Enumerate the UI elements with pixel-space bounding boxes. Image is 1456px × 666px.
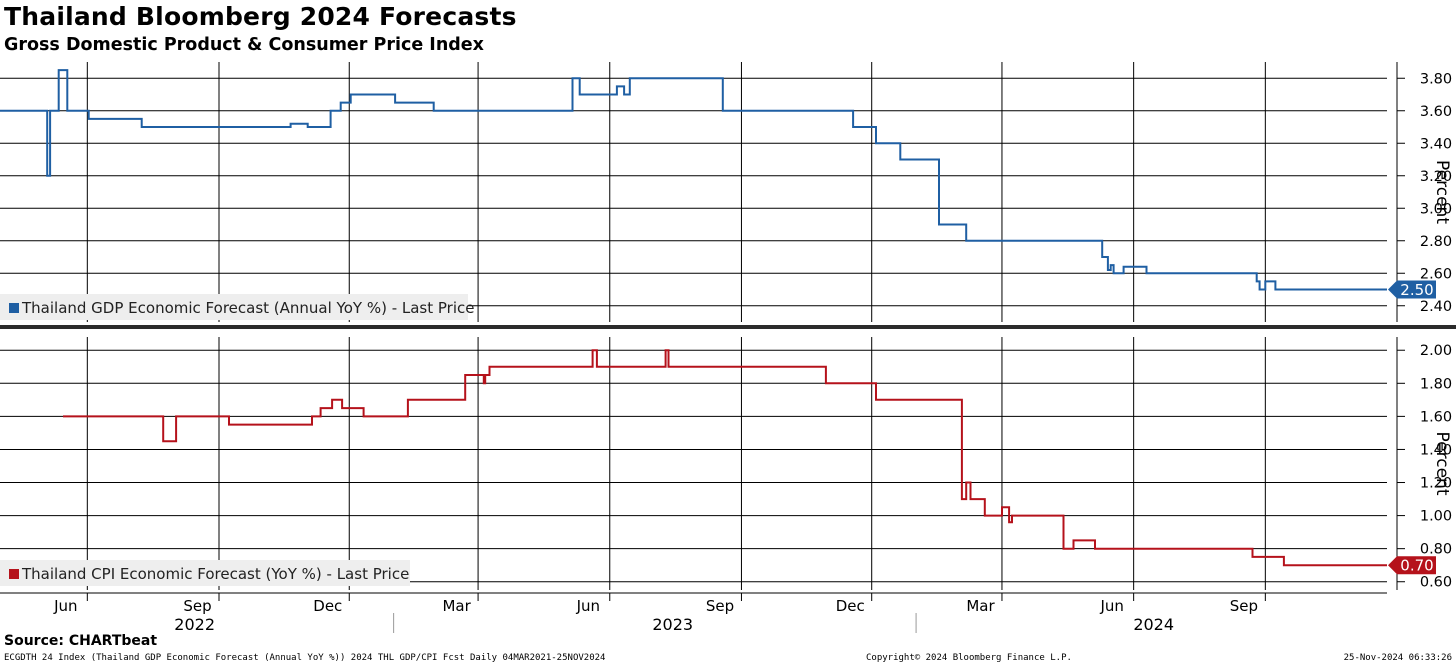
panel-separator [0,325,1456,329]
y-tick-label: 3.80 [1420,71,1452,87]
footer-index-info: ECGDTH 24 Index (Thailand GDP Economic F… [4,653,606,663]
y-tick-label: 2.60 [1420,266,1452,282]
cpi-series-line [63,349,1387,567]
y-tick-label: 1.20 [1420,476,1452,492]
x-tick-label: Jun [1099,597,1123,615]
y-tick-label: 1.60 [1420,409,1452,425]
x-tick-label: Mar [442,597,471,615]
x-tick-label: Mar [966,597,995,615]
grid-lines [0,62,1387,590]
cpi-legend-swatch [9,569,19,579]
forecast-chart: 2.40 2.60 2.80 3.00 3.20 3.40 3.60 3.80 Percent 2… [0,62,1456,634]
x-year-label: 2022 [174,615,215,634]
gdp-legend-box [0,294,468,320]
gdp-last-value-tag [1388,280,1436,299]
x-year-label: 2023 [652,615,693,634]
x-tick-label: Sep [183,597,211,615]
x-year-label: 2024 [1133,615,1174,634]
chart-subtitle: Gross Domestic Product & Consumer Price … [4,35,484,55]
legends: Thailand GDP Economic Forecast (Annual Y… [0,294,475,586]
x-tick-label: Sep [706,597,734,615]
cpi-last-value-tag [1388,556,1436,575]
y-tick-label: 3.00 [1420,201,1452,217]
y-tick-label: 1.80 [1420,376,1452,392]
y-tick-label: 1.40 [1420,442,1452,458]
y-tick-label: 2.40 [1420,299,1452,315]
y-tick-label: 1.00 [1420,509,1452,525]
y-tick-label: 3.40 [1420,136,1452,152]
y-tick-label: 3.60 [1420,104,1452,120]
gdp-legend-swatch [9,303,19,313]
gdp-series-line [0,69,1387,291]
gdp-legend-label: Thailand GDP Economic Forecast (Annual Y… [21,299,475,317]
gdp-last-value-label: 2.50 [1400,281,1433,299]
y-axis-title: Percent [1432,432,1452,496]
x-tick-label: Jun [576,597,600,615]
footer-timestamp: 25-Nov-2024 06:33:26 [1343,653,1452,663]
panel-frame [0,325,1456,329]
y-axis-title: Percent [1432,160,1452,224]
cpi-last-value-label: 0.70 [1400,557,1433,575]
x-tick-label: Dec [836,597,865,615]
y-tick-label: 3.20 [1420,169,1452,185]
axes: 2.40 2.60 2.80 3.00 3.20 3.40 3.60 3.80 Percent 2… [0,62,1452,634]
source-note: Source: CHARTbeat [4,633,158,649]
cpi-legend-label: Thailand CPI Economic Forecast (YoY %) -… [21,565,409,583]
x-tick-label: Dec [313,597,342,615]
x-tick-label: Jun [53,597,77,615]
series-lines [0,69,1387,567]
x-tick-label: Sep [1230,597,1258,615]
y-tick-label: 2.80 [1420,234,1452,250]
cpi-legend-box [0,560,410,586]
y-tick-label: 0.80 [1420,542,1452,558]
chart-title: Thailand Bloomberg 2024 Forecasts [4,2,517,31]
y-tick-label: 0.60 [1420,575,1452,591]
y-tick-label: 2.00 [1420,343,1452,359]
footer-copyright: Copyright© 2024 Bloomberg Finance L.P. [866,653,1072,663]
